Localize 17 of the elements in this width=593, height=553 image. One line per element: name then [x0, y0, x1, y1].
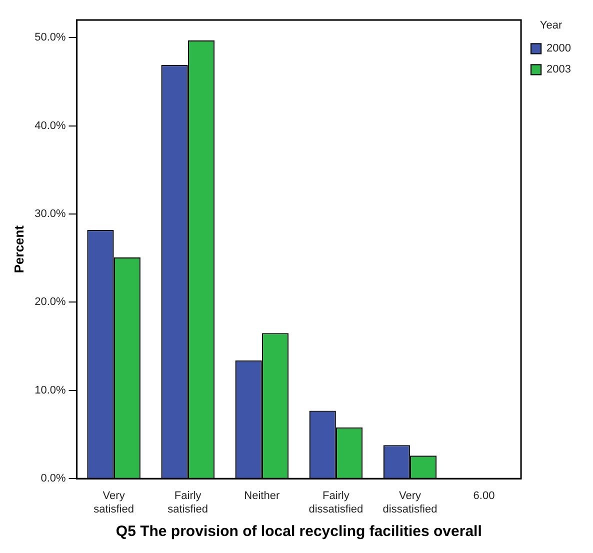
legend-label: 2003	[546, 64, 572, 76]
x-tick-label: Very satisfied	[94, 490, 134, 516]
x-tick-label: Neither	[244, 490, 280, 502]
y-axis-title: Percent	[11, 224, 26, 274]
legend-label: 2000	[546, 42, 572, 55]
y-tick-label: 50.0%	[34, 32, 66, 44]
y-tick-label: 0.0%	[40, 472, 66, 485]
x-tick-label: Fairly dissatisfied	[308, 490, 364, 516]
x-tick-label: Fairly satisfied	[168, 490, 208, 516]
x-tick-label: 6.00	[473, 490, 495, 502]
y-tick-label: 30.0%	[34, 208, 66, 220]
y-tick-label: 20.0%	[34, 296, 66, 308]
y-tick-label: 40.0%	[34, 120, 66, 132]
legend-title: Year	[540, 20, 562, 32]
x-axis-title: Q5 The provision of local recycling facilities overall	[116, 523, 482, 540]
x-tick-label: Very dissatisfied	[382, 490, 438, 516]
y-tick-label: 10.0%	[34, 384, 66, 396]
